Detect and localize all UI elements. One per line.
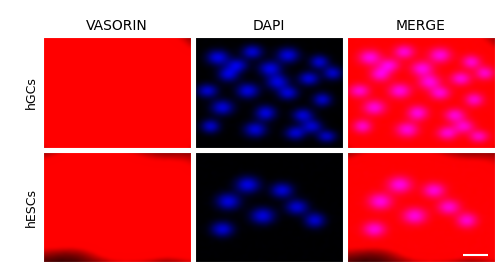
- Text: MERGE: MERGE: [396, 19, 446, 33]
- Text: DAPI: DAPI: [252, 19, 285, 33]
- Text: VASORIN: VASORIN: [86, 19, 148, 33]
- Text: hGCs: hGCs: [24, 76, 38, 109]
- Text: hESCs: hESCs: [24, 188, 38, 227]
